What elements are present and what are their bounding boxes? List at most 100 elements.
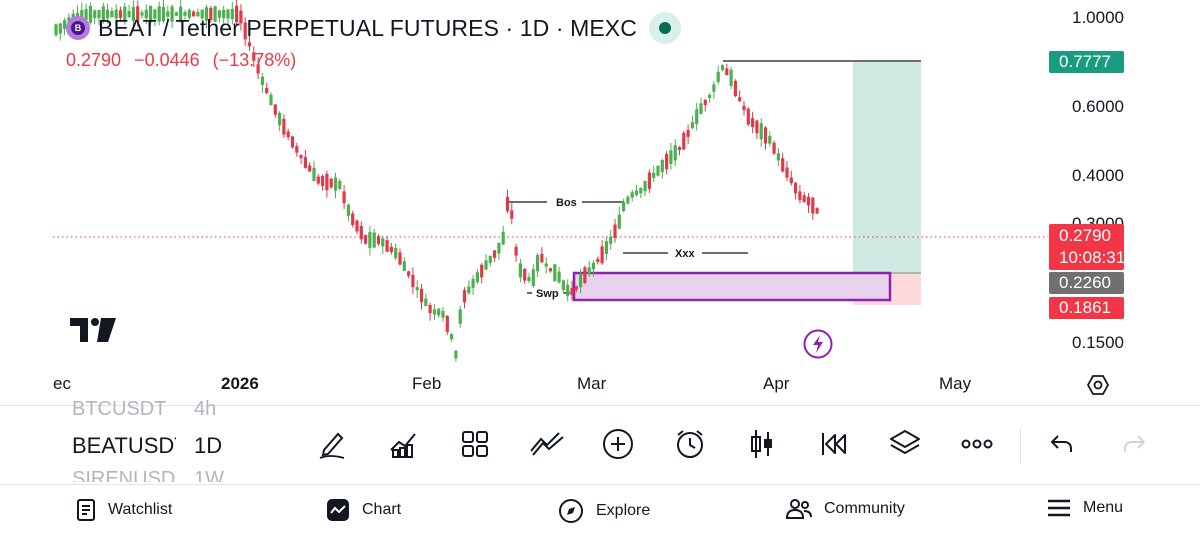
candle-body xyxy=(806,196,811,206)
candle-body xyxy=(118,10,123,18)
candle-body xyxy=(514,246,518,256)
candle-body xyxy=(419,288,424,303)
candle-body xyxy=(144,9,148,19)
symbol-list-item[interactable]: SIRENUSDT 1W xyxy=(72,468,224,482)
candle-body xyxy=(333,177,338,191)
drawing-pen-icon[interactable] xyxy=(314,426,350,462)
candle-body xyxy=(376,236,381,244)
candle-body xyxy=(690,122,694,129)
candle-body xyxy=(566,284,570,296)
tradingview-logo-icon xyxy=(70,318,116,342)
nav-chart-label: Chart xyxy=(362,501,402,518)
candle-body xyxy=(725,68,729,76)
candle-body xyxy=(712,84,716,92)
layout-grid-icon[interactable] xyxy=(457,426,493,462)
nav-community-label: Community xyxy=(824,500,905,517)
nav-watchlist[interactable]: Watchlist xyxy=(76,498,172,522)
candle-body xyxy=(329,178,333,188)
candle-body xyxy=(613,224,617,238)
candle-body xyxy=(458,309,462,324)
chart-nav-icon xyxy=(326,498,350,522)
replay-icon[interactable] xyxy=(816,426,852,462)
candle-body xyxy=(570,287,574,296)
candle-body xyxy=(583,267,587,283)
candle-body xyxy=(355,220,359,232)
candle-body xyxy=(763,127,768,144)
candle-body xyxy=(669,150,673,164)
candle-body xyxy=(316,176,320,184)
symbol-list-item-active[interactable]: BEATUSDT 1D xyxy=(72,433,222,459)
symbol-list-item[interactable]: BTCUSDT 4h xyxy=(72,398,216,418)
nav-explore[interactable]: Explore xyxy=(558,498,650,524)
xxx-label: Xxx xyxy=(675,248,695,260)
candle-body xyxy=(222,9,226,19)
layers-icon[interactable] xyxy=(887,426,923,462)
candle-body xyxy=(346,204,350,216)
symbol-interval: 1D xyxy=(194,433,223,458)
candle-body xyxy=(58,23,62,34)
candle-type-icon[interactable] xyxy=(744,426,780,462)
candle-body xyxy=(321,176,325,186)
candle-body xyxy=(140,12,144,16)
candle-body xyxy=(282,118,286,135)
candle-body xyxy=(811,197,815,214)
alert-clock-icon[interactable] xyxy=(672,426,708,462)
candle-body xyxy=(308,165,312,172)
target-zone xyxy=(853,62,921,273)
candle-body xyxy=(441,310,445,318)
symbol-name: SIRENUSDT xyxy=(72,468,176,482)
candle-body xyxy=(755,120,759,134)
candle-body xyxy=(411,274,415,288)
candle-body xyxy=(596,258,600,262)
candle-body xyxy=(548,268,553,272)
more-icon[interactable] xyxy=(959,426,995,462)
nav-community[interactable]: Community xyxy=(786,498,905,520)
indicators-icon[interactable] xyxy=(385,426,421,462)
candle-body xyxy=(415,287,419,291)
add-icon[interactable] xyxy=(600,426,636,462)
price-chart[interactable]: Bos Xxx Swp xyxy=(0,0,1200,405)
candle-body xyxy=(501,231,505,245)
candle-body xyxy=(286,131,290,138)
candle-body xyxy=(574,286,578,290)
candle-body xyxy=(131,7,135,21)
candle-body xyxy=(746,108,750,125)
candle-body xyxy=(493,250,497,258)
candle-body xyxy=(471,278,475,288)
candle-body xyxy=(437,308,441,316)
hamburger-menu-icon xyxy=(1047,498,1071,518)
entry-price-tag: 0.2260 xyxy=(1049,272,1124,294)
bottom-toolbar: BTCUSDT 4h BEATUSDT 1D SIRENUSDT 1W xyxy=(0,398,1200,485)
candle-body xyxy=(622,201,626,212)
candle-body xyxy=(80,10,84,20)
candle-body xyxy=(402,261,406,271)
candle-body xyxy=(643,181,647,192)
candle-body xyxy=(136,6,140,22)
candle-body xyxy=(802,195,806,202)
countdown-timer: 10:08:31 xyxy=(1059,248,1126,267)
chart-settings-icon[interactable] xyxy=(1087,374,1109,396)
nav-chart[interactable]: Chart xyxy=(326,498,401,522)
redo-icon[interactable] xyxy=(1116,426,1152,462)
candle-body xyxy=(407,271,411,276)
symbol-title[interactable]: BEAT / Tether PERPETUAL FUTURES · 1D · M… xyxy=(98,14,637,41)
candle-body xyxy=(785,167,789,178)
candle-body xyxy=(256,64,260,74)
chart-area[interactable]: Bos Xxx Swp B BEAT / Tether PERPETUAL FU… xyxy=(0,0,1200,405)
candle-body xyxy=(794,182,798,194)
candle-body xyxy=(540,253,544,263)
candle-body xyxy=(673,145,677,161)
candle-body xyxy=(127,10,131,18)
market-status-icon[interactable] xyxy=(648,12,681,44)
undo-icon[interactable] xyxy=(1044,426,1080,462)
candle-body xyxy=(518,263,522,278)
candle-body xyxy=(475,272,479,283)
compare-icon[interactable] xyxy=(529,426,565,462)
time-axis-label: ec xyxy=(53,374,71,393)
candle-body xyxy=(101,6,105,22)
candle-body xyxy=(544,263,548,267)
lightning-icon[interactable] xyxy=(803,329,833,359)
candle-body xyxy=(738,97,742,102)
nav-menu[interactable]: Menu xyxy=(1047,498,1123,518)
candle-body xyxy=(600,246,604,264)
